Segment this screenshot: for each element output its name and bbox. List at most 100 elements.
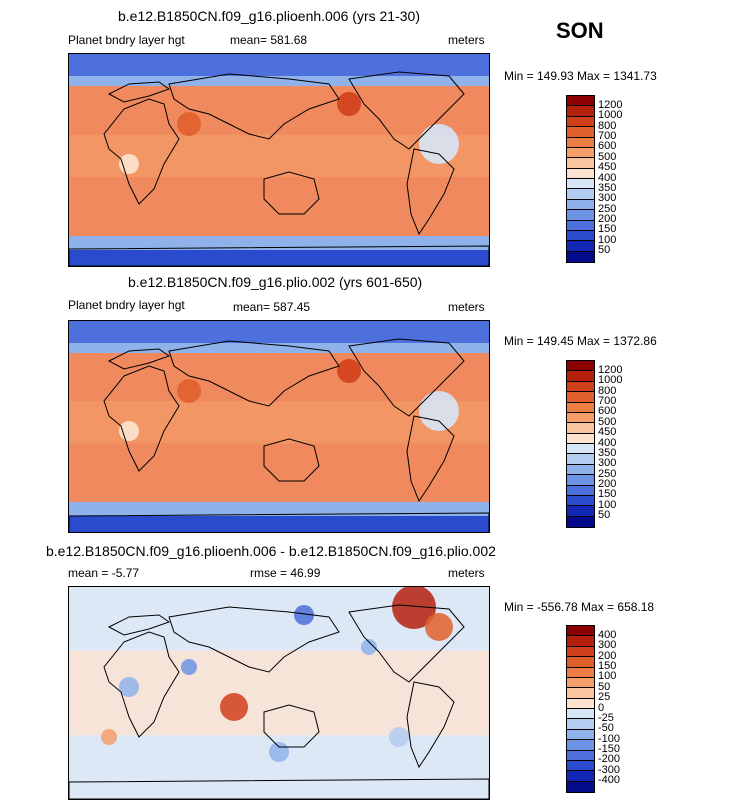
colorbar-swatch <box>567 127 594 138</box>
panel-2-units: meters <box>448 300 485 314</box>
colorbar-swatch <box>567 667 594 678</box>
colorbar-swatch <box>567 147 594 159</box>
colorbar-tick-label: 700 <box>598 130 617 142</box>
season-label: SON <box>556 18 604 43</box>
colorbar-swatch <box>567 230 594 242</box>
panel-2-minmax: Min = 149.45 Max = 1372.86 <box>504 334 657 348</box>
colorbar-swatch <box>567 516 594 527</box>
colorbar-swatch <box>567 495 594 507</box>
panel-2-map <box>68 320 490 533</box>
colorbar-swatch <box>567 220 594 231</box>
colorbar-tick-label: -150 <box>598 743 621 755</box>
colorbar-tick-label: 400 <box>598 171 617 184</box>
colorbar-tick-label: 350 <box>598 446 617 459</box>
colorbar-swatch <box>567 444 594 455</box>
colorbar-tick-label: 1000 <box>598 109 623 122</box>
colorbar-tick-label: 100 <box>598 233 617 246</box>
colorbar-swatch <box>567 771 594 782</box>
colorbar-swatch <box>567 106 594 117</box>
colorbar-swatch <box>567 454 594 465</box>
colorbar-swatch <box>567 402 594 413</box>
colorbar-tick-label: 500 <box>598 150 617 163</box>
colorbar-tick-label: -400 <box>598 774 621 787</box>
colorbar-tick-label: 1200 <box>598 98 623 111</box>
colorbar-tick-label: 150 <box>598 660 617 672</box>
panel-3-map-field <box>69 587 489 799</box>
colorbar-swatch <box>567 729 594 741</box>
colorbar-tick-label: 500 <box>598 415 617 428</box>
colorbar-swatch <box>567 719 594 730</box>
colorbar-swatch <box>567 433 594 444</box>
panel-2-mean: mean= 587.45 <box>233 300 311 314</box>
panel-3-units: meters <box>448 566 485 580</box>
colorbar-swatch <box>567 506 594 517</box>
colorbar-tick-label: -100 <box>598 732 621 745</box>
colorbar-swatch <box>567 626 594 637</box>
colorbar-swatch <box>567 709 594 720</box>
colorbar-tick-label: 1200 <box>598 363 623 376</box>
colorbar-tick-label: 300 <box>598 639 617 652</box>
colorbar-swatch <box>567 646 594 658</box>
colorbar-swatch <box>567 464 594 476</box>
colorbar-swatch <box>567 740 594 751</box>
colorbar-swatch <box>567 698 594 709</box>
colorbar-tick-label: 50 <box>598 244 611 257</box>
colorbar-swatch <box>567 210 594 221</box>
colorbar-swatch <box>567 168 594 179</box>
panel-3-title: b.e12.B1850CN.f09_g16.plioenh.006 - b.e1… <box>46 543 496 559</box>
panel-3-minmax: Min = -556.78 Max = 658.18 <box>504 600 655 614</box>
panel-1-variable: Planet bndry layer hgt <box>68 33 185 47</box>
colorbar-swatch <box>567 116 594 128</box>
colorbar-swatch <box>567 371 594 382</box>
colorbar-swatch <box>567 657 594 668</box>
panel-2-title: b.e12.B1850CN.f09_g16.plio.002 (yrs 601-… <box>128 274 423 290</box>
panel-3-mean: mean = -5.77 <box>68 566 140 580</box>
colorbar-tick-label: 50 <box>598 680 611 693</box>
panel-1-colorbar <box>566 95 595 263</box>
colorbar-tick-label: 700 <box>598 395 617 407</box>
colorbar-swatch <box>567 251 594 262</box>
colorbar-tick-label: 600 <box>598 405 617 418</box>
colorbar-swatch <box>567 392 594 403</box>
panel-2-map-field <box>69 321 489 532</box>
colorbar-tick-label: 1000 <box>598 374 623 387</box>
colorbar-tick-label: 400 <box>598 628 617 641</box>
colorbar-tick-label: 150 <box>598 488 617 501</box>
colorbar-swatch <box>567 636 594 647</box>
colorbar-tick-label: 150 <box>598 223 617 236</box>
colorbar-tick-label: 450 <box>598 426 617 439</box>
panel-3-rmse: rmse = 46.99 <box>250 566 321 580</box>
colorbar-swatch <box>567 475 594 486</box>
colorbar-tick-label: -300 <box>598 763 621 776</box>
colorbar-swatch <box>567 688 594 699</box>
colorbar-tick-label: 100 <box>598 670 617 683</box>
colorbar-tick-label: -200 <box>598 753 621 766</box>
colorbar-swatch <box>567 158 594 169</box>
panel-1-minmax: Min = 149.93 Max = 1341.73 <box>504 69 657 83</box>
colorbar-swatch <box>567 485 594 496</box>
colorbar-tick-label: 300 <box>598 457 617 470</box>
panel-1-units: meters <box>448 33 485 47</box>
colorbar-tick-label: 200 <box>598 213 617 225</box>
colorbar-swatch <box>567 381 594 393</box>
panel-3-colorbar <box>566 625 595 793</box>
colorbar-swatch <box>567 96 594 107</box>
colorbar-swatch <box>567 189 594 200</box>
colorbar-tick-label: 400 <box>598 436 617 449</box>
colorbar-swatch <box>567 423 594 434</box>
panel-1-title: b.e12.B1850CN.f09_g16.plioenh.006 (yrs 2… <box>118 8 420 24</box>
colorbar-swatch <box>567 677 594 689</box>
colorbar-swatch <box>567 179 594 190</box>
colorbar-tick-label: 250 <box>598 202 617 215</box>
colorbar-tick-label: 250 <box>598 467 617 480</box>
colorbar-swatch <box>567 781 594 792</box>
colorbar-tick-label: 800 <box>598 119 617 132</box>
panel-1-map <box>68 53 490 267</box>
panel-2-colorbar <box>566 360 595 528</box>
panel-2-variable: Planet bndry layer hgt <box>68 298 185 312</box>
colorbar-tick-label: -25 <box>598 711 614 724</box>
colorbar-swatch <box>567 750 594 761</box>
panel-1-map-field <box>69 54 489 266</box>
panel-1-mean: mean= 581.68 <box>230 33 308 47</box>
colorbar-swatch <box>567 361 594 372</box>
